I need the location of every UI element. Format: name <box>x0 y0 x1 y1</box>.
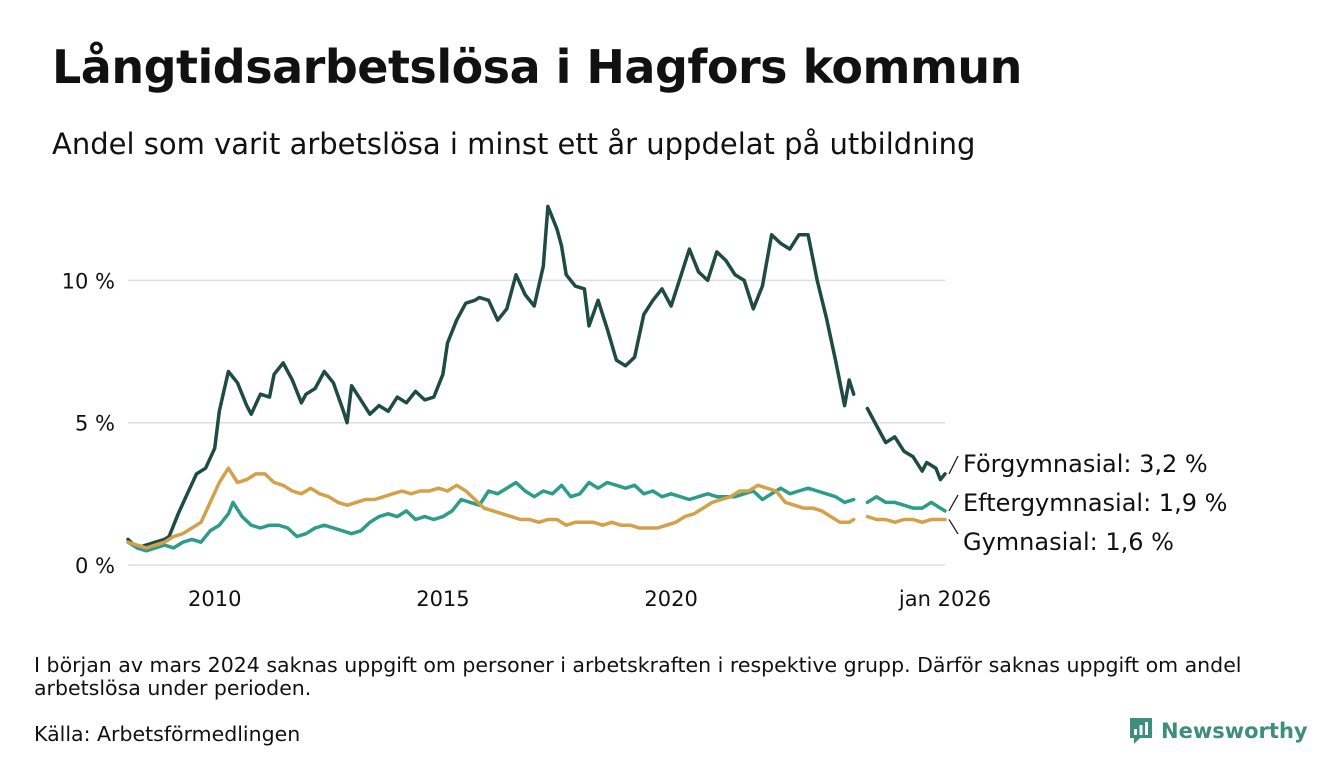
chart-title: Långtidsarbetslösa i Hagfors kommun <box>52 40 1022 94</box>
y-tick-label: 5 % <box>75 412 115 436</box>
x-tick-label: 2010 <box>188 587 241 611</box>
leader-line <box>948 519 959 535</box>
footnote: I början av mars 2024 saknas uppgift om … <box>34 653 1242 700</box>
chart-subtitle: Andel som varit arbetslösa i minst ett å… <box>52 127 976 161</box>
series-line-eftergymnasial <box>865 494 947 513</box>
y-tick-label: 10 % <box>62 269 115 293</box>
series-labels: Förgymnasial: 3,2 % Eftergymnasial: 1,9 %… <box>948 450 1227 556</box>
newsworthy-logo-text: Newsworthy <box>1161 719 1308 743</box>
x-axis: 2010 2015 2020 jan 2026 <box>188 587 991 611</box>
series-label-eftergymnasial: Eftergymnasial: 1,9 % <box>963 489 1227 517</box>
series-label-gymnasial: Gymnasial: 1,6 % <box>963 528 1174 556</box>
series-line-gymnasial <box>865 514 947 525</box>
y-axis: 0 % 5 % 10 % <box>62 269 115 578</box>
source-text: Källa: Arbetsförmedlingen <box>34 722 301 746</box>
newsworthy-logo-icon <box>1130 718 1152 744</box>
x-tick-label: 2015 <box>416 587 469 611</box>
gridlines <box>128 279 945 566</box>
series-line-förgymnasial <box>126 204 856 550</box>
leader-line <box>948 455 959 475</box>
series-label-förgymnasial: Förgymnasial: 3,2 % <box>963 450 1208 478</box>
series-lines <box>126 204 947 553</box>
line-chart: 0 % 5 % 10 % 2010 2015 2020 jan 2026 Förgymna… <box>62 204 1227 611</box>
series-line-gymnasial <box>126 466 856 550</box>
newsworthy-logo[interactable]: Newsworthy <box>1128 716 1308 746</box>
x-tick-label: 2020 <box>644 587 697 611</box>
leader-line <box>948 494 959 512</box>
y-tick-label: 0 % <box>75 554 115 578</box>
x-tick-label: jan 2026 <box>898 587 991 611</box>
series-line-förgymnasial <box>865 406 947 482</box>
